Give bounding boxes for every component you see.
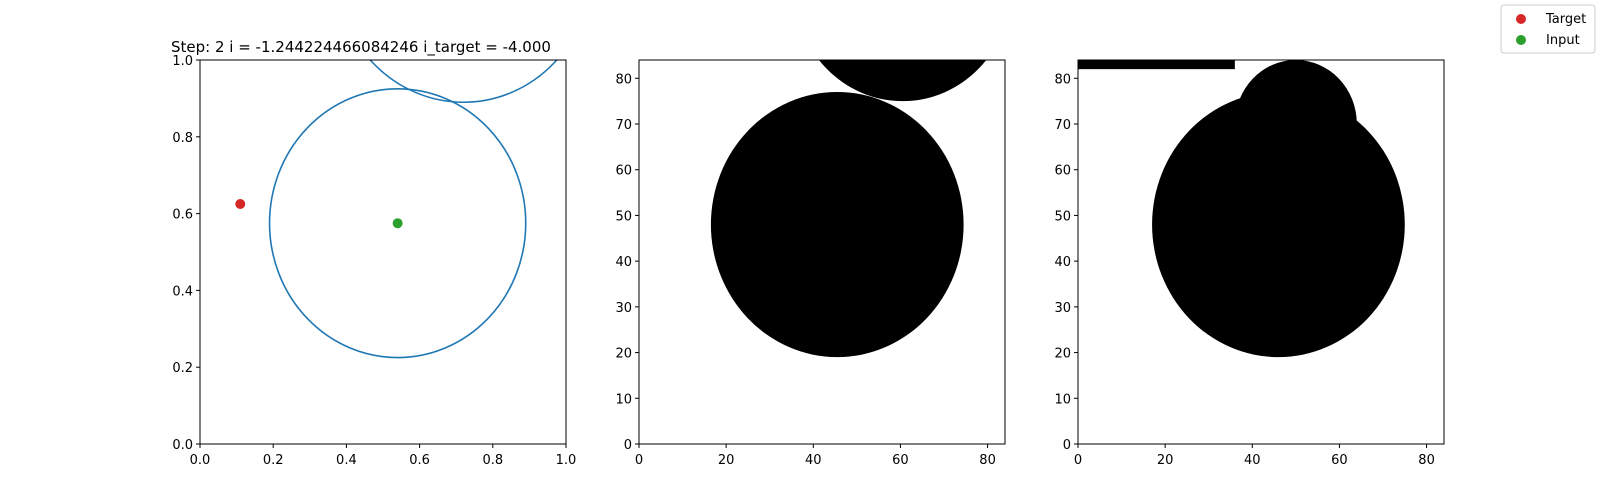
x-tick-label: 0.2 (263, 453, 284, 468)
y-tick-label: 80 (615, 72, 632, 87)
x-tick-label: 40 (1244, 453, 1261, 468)
y-tick-label: 1.0 (172, 54, 193, 69)
y-tick-label: 30 (615, 301, 632, 316)
y-tick-label: 20 (615, 347, 632, 362)
y-tick-label: 60 (615, 164, 632, 179)
y-tick-label: 70 (615, 118, 632, 133)
x-tick-label: 40 (805, 453, 822, 468)
scatter-plot-frame (199, 59, 567, 445)
x-tick-label: 60 (892, 453, 909, 468)
y-tick-label: 0.8 (172, 131, 193, 146)
y-tick-label: 40 (615, 255, 632, 270)
y-tick-label: 0.0 (172, 438, 193, 453)
predicted-plot-frame (1077, 59, 1445, 445)
y-tick-label: 0 (1063, 438, 1071, 453)
x-tick-label: 20 (718, 453, 735, 468)
dark-band (1078, 60, 1235, 70)
y-tick-label: 70 (1054, 118, 1071, 133)
y-tick-label: 50 (1054, 209, 1071, 224)
panel-image-rendered: 0 20 40 60 80 0 10 20 30 40 50 60 70 80 (615, 59, 1006, 468)
x-tick-label: 0.6 (409, 453, 430, 468)
x-tick-label: 80 (979, 453, 996, 468)
y-tick-label: 0.2 (172, 361, 193, 376)
x-tick-label: 0.4 (336, 453, 357, 468)
circle-outline (268, 88, 527, 359)
legend-label-target: Target (1545, 12, 1586, 27)
x-tick-label: 0.8 (482, 453, 503, 468)
dark-region (710, 92, 964, 358)
x-tick-label: 0 (1074, 453, 1082, 468)
y-tick-label: 50 (615, 209, 632, 224)
y-tick-label: 0.4 (172, 284, 193, 299)
panel-image-predicted: 0 20 40 60 80 0 10 20 30 40 50 60 70 80 (1054, 59, 1445, 468)
x-tick-label: 60 (1331, 453, 1348, 468)
x-tick-label: 0 (635, 453, 643, 468)
y-tick-label: 80 (1054, 72, 1071, 87)
x-tick-label: 80 (1418, 453, 1435, 468)
point-input (392, 218, 403, 229)
y-tick-label: 40 (1054, 255, 1071, 270)
y-tick-label: 20 (1054, 347, 1071, 362)
rendered-plot-frame (638, 59, 1006, 445)
point-target (235, 199, 246, 209)
legend: Target Input (1500, 4, 1596, 54)
y-tick-label: 30 (1054, 301, 1071, 316)
x-tick-label: 1.0 (556, 453, 577, 468)
y-tick-label: 0.6 (172, 208, 193, 223)
legend-label-input: Input (1546, 33, 1580, 48)
legend-marker-target (1516, 14, 1526, 24)
circle-outline (369, 60, 558, 103)
y-tick-label: 10 (1054, 392, 1071, 407)
scatter-title: Step: 2 i = -1.244224466084246 i_target … (171, 38, 551, 57)
dark-region (1234, 60, 1357, 188)
x-tick-label: 0.0 (190, 453, 211, 468)
dark-region (818, 60, 987, 102)
y-tick-label: 60 (1054, 164, 1071, 179)
y-tick-label: 10 (615, 392, 632, 407)
x-tick-label: 20 (1157, 453, 1174, 468)
panel-scatter: Step: 2 i = -1.244224466084246 i_target … (171, 38, 577, 468)
y-tick-label: 0 (624, 438, 632, 453)
legend-marker-input (1516, 35, 1526, 45)
